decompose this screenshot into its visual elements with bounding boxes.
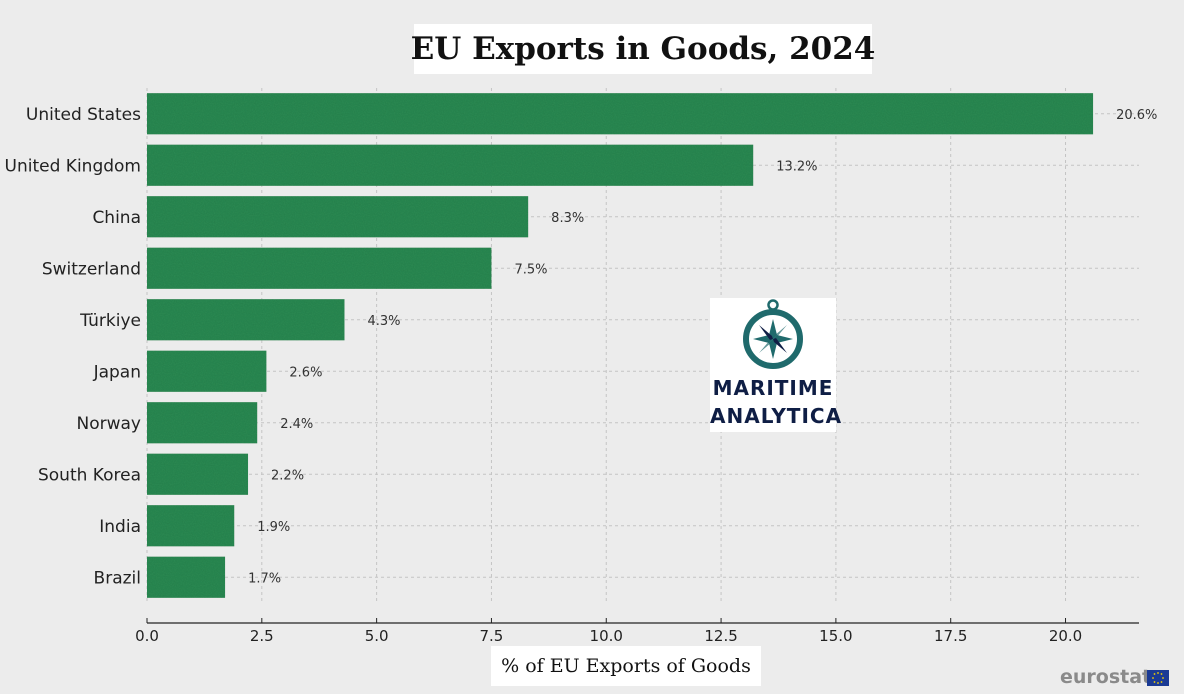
- bar-4: [147, 299, 345, 341]
- x-tick-label-8: 20.0: [1049, 627, 1082, 645]
- logo-text-analytica: ANALYTICA: [710, 404, 843, 428]
- value-label-9: 1.7%: [248, 571, 281, 586]
- value-label-3: 7.5%: [514, 262, 547, 277]
- compass-icon: [743, 299, 803, 369]
- category-label-8: India: [99, 517, 141, 537]
- value-label-2: 8.3%: [551, 211, 584, 226]
- x-tick-label-7: 17.5: [934, 627, 967, 645]
- chart-title-box: EU Exports in Goods, 2024: [411, 24, 875, 74]
- bar-2: [147, 196, 529, 238]
- category-label-1: United Kingdom: [5, 156, 141, 176]
- value-label-6: 2.4%: [280, 417, 313, 432]
- chart-title: EU Exports in Goods, 2024: [410, 31, 876, 67]
- bar-5: [147, 350, 267, 392]
- x-axis-label: % of EU Exports of Goods: [501, 655, 751, 677]
- x-axis-label-box: % of EU Exports of Goods: [491, 646, 761, 686]
- x-tick-label-2: 5.0: [365, 627, 389, 645]
- logo-text-maritime: MARITIME: [712, 376, 834, 400]
- labels: United States 20.6% United Kingdom 13.2% Chi…: [5, 105, 1158, 589]
- bar-1: [147, 144, 754, 186]
- category-label-7: South Korea: [38, 465, 141, 485]
- value-label-4: 4.3%: [367, 314, 400, 329]
- value-label-0: 20.6%: [1116, 108, 1157, 123]
- x-tick-label-3: 7.5: [480, 627, 504, 645]
- value-label-8: 1.9%: [257, 520, 290, 535]
- maritime-analytica-logo: MARITIME ANALYTICA: [710, 298, 843, 432]
- x-tick-label-4: 10.0: [590, 627, 623, 645]
- bar-0: [147, 93, 1094, 135]
- category-label-4: Türkiye: [79, 311, 141, 331]
- value-label-7: 2.2%: [271, 468, 304, 483]
- x-tick-label-1: 2.5: [250, 627, 274, 645]
- category-label-3: Switzerland: [42, 259, 141, 279]
- eu-flag-icon: [1147, 670, 1169, 686]
- value-label-1: 13.2%: [776, 159, 817, 174]
- category-label-5: Japan: [93, 362, 141, 382]
- bar-3: [147, 247, 492, 289]
- x-axis: 0.0 2.5 5.0 7.5 10.0 12.5 15.0 17.5 20.0: [135, 618, 1139, 645]
- eurostat-source-label: eurostat: [1060, 666, 1152, 688]
- category-label-6: Norway: [77, 414, 142, 434]
- category-label-0: United States: [26, 105, 141, 125]
- value-label-5: 2.6%: [289, 365, 322, 380]
- x-tick-label-0: 0.0: [135, 627, 159, 645]
- bars: [147, 93, 1094, 598]
- bar-7: [147, 453, 249, 495]
- category-label-9: Brazil: [94, 568, 141, 588]
- bar-8: [147, 505, 235, 547]
- bar-9: [147, 556, 226, 598]
- x-tick-label-6: 15.0: [819, 627, 852, 645]
- bar-6: [147, 402, 258, 444]
- x-tick-label-5: 12.5: [704, 627, 737, 645]
- category-label-2: China: [92, 208, 141, 228]
